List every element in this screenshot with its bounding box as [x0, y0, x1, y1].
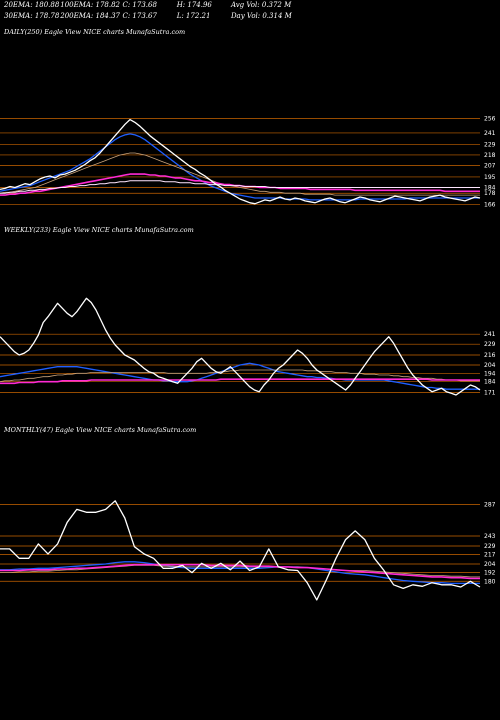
ema20-value: 20EMA: 180.88: [4, 1, 60, 9]
monthly-price-line: [0, 500, 481, 601]
monthly-tick-label: 229: [484, 543, 496, 550]
daily-ema-mid-line: [0, 152, 480, 196]
weekly-tick-label: 229: [484, 341, 496, 348]
daily-tick-label: 241: [484, 130, 496, 137]
header-row-1: 20EMA: 180.88 100EMA: 178.82 C: 173.68 H…: [4, 1, 291, 9]
daily-tick-label: 178: [484, 190, 496, 197]
monthly-ema-slow-line: [0, 563, 480, 580]
weekly-ema-mid-line: [0, 369, 480, 383]
weekly-tick-label: 184: [484, 379, 496, 386]
avg-vol-value: Avg Vol: 0.372 M: [230, 1, 292, 9]
ema100-value: 100EMA: 178.82: [60, 1, 121, 9]
monthly-chart-title: MONTHLY(47) Eagle View NICE charts Munaf…: [4, 426, 197, 434]
daily-tick-label: 207: [484, 162, 496, 169]
day-vol-value: Day Vol: 0.314 M: [230, 12, 292, 20]
weekly-tick-label: 241: [484, 331, 496, 338]
weekly-price-line: [0, 297, 481, 396]
weekly-tick-label: 194: [484, 370, 496, 377]
monthly-tick-label: 192: [484, 570, 496, 577]
daily-tick-label: 195: [484, 174, 496, 181]
weekly-tick-label: 171: [484, 390, 496, 397]
daily-tick-label: 166: [484, 202, 496, 209]
daily-tick-label: 184: [484, 184, 496, 191]
weekly-tick-label: 216: [484, 352, 496, 359]
daily-price-line: [0, 118, 481, 205]
monthly-tick-label: 287: [484, 501, 496, 508]
monthly-ema-mid-line: [0, 565, 480, 578]
monthly-tick-label: 180: [484, 578, 496, 585]
close-value: C: 173.68: [122, 1, 157, 9]
daily-ema-fast-line: [0, 133, 480, 201]
high-value: H: 174.96: [176, 1, 212, 9]
header-row-2: 30EMA: 178.78 200EMA: 184.37 C: 173.67 L…: [4, 12, 292, 20]
daily-tick-label: 229: [484, 141, 496, 148]
daily-tick-label: 218: [484, 152, 496, 159]
low-value: L: 172.21: [176, 12, 211, 20]
weekly-ema-fast-line: [0, 362, 480, 390]
monthly-tick-label: 243: [484, 533, 496, 540]
monthly-tick-label: 204: [484, 561, 496, 568]
daily-ema-long-line: [0, 180, 480, 194]
weekly-chart-title: WEEKLY(233) Eagle View NICE charts Munaf…: [4, 226, 194, 234]
close-value-2: C: 173.67: [122, 12, 157, 20]
weekly-tick-label: 204: [484, 362, 496, 369]
weekly-ema-slow-line: [0, 378, 480, 385]
monthly-ema-fast-line: [0, 561, 480, 585]
daily-tick-label: 256: [484, 116, 496, 123]
ema30-value: 30EMA: 178.78: [4, 12, 60, 20]
monthly-tick-label: 217: [484, 552, 496, 559]
daily-chart-title: DAILY(250) Eagle View NICE charts Munafa…: [4, 28, 186, 36]
ema200-value: 200EMA: 184.37: [60, 12, 121, 20]
